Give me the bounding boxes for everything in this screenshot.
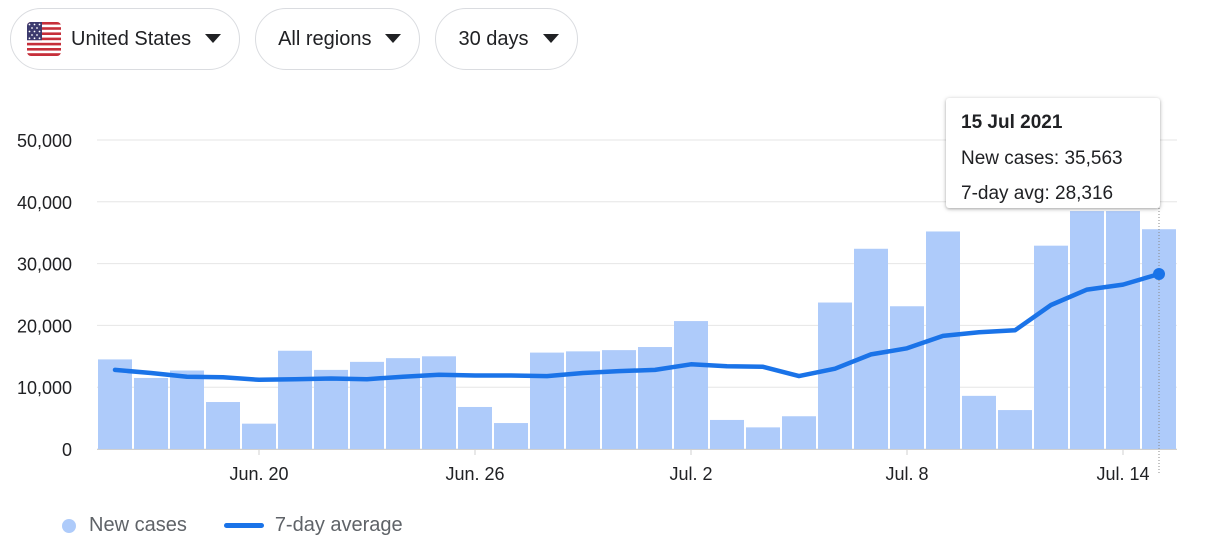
filter-bar: United States All regions 30 days [10,8,593,70]
y-tick-label: 0 [62,440,72,460]
bar-new-cases[interactable] [1106,211,1140,449]
caret-down-icon [385,34,402,43]
x-tick-label: Jul. 8 [885,464,928,484]
tooltip-new-cases: New cases: 35,563 [961,148,1123,169]
bar-new-cases[interactable] [782,416,816,449]
x-tick-label: Jul. 2 [669,464,712,484]
bar-new-cases[interactable] [674,321,708,449]
bar-new-cases[interactable] [458,406,492,449]
bar-new-cases[interactable] [962,395,996,449]
tooltip-new-cases-label: New cases [961,148,1054,169]
region-label: All regions [278,27,372,50]
bar-new-cases[interactable] [422,356,456,449]
line-7-day-average [112,271,1162,383]
bar-new-cases[interactable] [314,369,348,449]
legend-avg-marker [223,523,264,528]
cases-chart[interactable]: 0 10,000 20,000 30,000 40,000 50,000 Jun. 20 Ju… [0,0,1206,505]
period-label: 30 days [458,27,529,50]
x-tick-label: Jul. 14 [1096,464,1149,484]
bar-new-cases[interactable] [242,423,276,449]
bar-new-cases[interactable] [1034,245,1068,449]
tooltip-avg: 7-day avg: 28,316 [961,183,1114,204]
bar-new-cases[interactable] [998,410,1032,449]
bar-new-cases[interactable] [494,423,528,449]
legend-new-cases-marker [62,518,76,533]
y-tick-label: 20,000 [17,316,72,336]
y-tick-label: 10,000 [17,378,72,398]
bar-new-cases[interactable] [170,370,204,449]
legend-new-cases-label: New cases [89,514,187,536]
x-tick-label: Jun. 20 [229,464,288,484]
y-tick-label: 40,000 [17,193,72,213]
bar-new-cases[interactable] [710,419,744,449]
caret-down-icon [542,34,559,43]
bar-new-cases[interactable] [278,350,312,449]
bar-new-cases[interactable] [746,427,780,449]
bar-new-cases[interactable] [206,402,240,449]
highlight-point[interactable] [1153,268,1165,281]
y-tick-label: 30,000 [17,255,72,275]
tooltip-avg-label: 7-day avg [961,183,1045,204]
bar-new-cases[interactable] [134,377,168,449]
bar-new-cases[interactable] [98,359,132,449]
bar-new-cases[interactable] [566,351,600,449]
bar-new-cases[interactable] [386,358,420,449]
chart-legend: New cases 7-day average [62,514,403,537]
bar-new-cases[interactable] [1070,211,1104,449]
bar-new-cases[interactable] [350,361,384,449]
us-flag-icon [27,22,61,56]
bar-new-cases[interactable] [818,302,852,449]
bar-new-cases[interactable] [530,352,564,449]
country-selector[interactable]: United States [10,8,241,70]
tooltip-date: 15 Jul 2021 [961,112,1063,133]
y-tick-label: 50,000 [17,131,72,151]
tooltip-new-cases-value: 35,563 [1064,148,1123,169]
tooltip-avg-value: 28,316 [1055,183,1114,204]
bar-new-cases[interactable] [890,306,924,449]
chart-tooltip: 15 Jul 2021 New cases: 35,563 7-day avg:… [946,98,1160,208]
region-selector[interactable]: All regions [255,8,421,70]
bar-new-cases[interactable] [854,248,888,449]
bar-new-cases[interactable] [602,350,636,449]
legend-avg-label: 7-day average [274,514,403,536]
caret-down-icon [205,34,222,43]
bar-new-cases[interactable] [638,347,672,449]
x-tick-label: Jun. 26 [445,464,504,484]
country-label: United States [71,27,192,50]
period-selector[interactable]: 30 days [435,8,578,70]
